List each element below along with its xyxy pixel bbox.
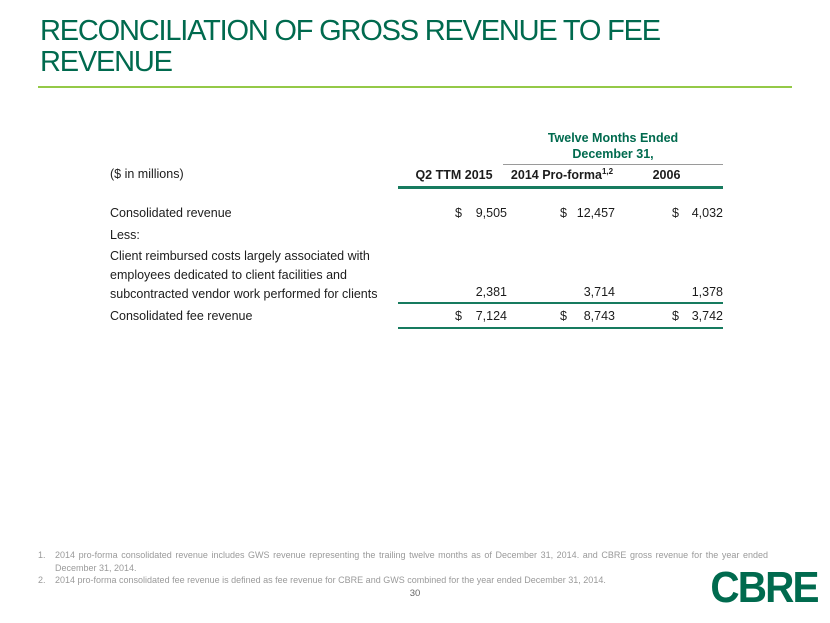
consolidated-revenue-2006-cell: $ 4,032 [672,206,723,220]
row-label-client-reimbursed-costs: Client reimbursed costs largely associat… [110,247,378,304]
table-header-rule [398,186,723,189]
cell-value: 9,505 [475,206,507,220]
currency-symbol: $ [672,206,679,220]
page-title-line-1: RECONCILIATION OF GROSS REVENUE TO FEE [40,15,661,47]
client-reimbursed-2014proforma-cell: 3,714 [560,285,615,299]
client-reimbursed-2006-cell: 1,378 [672,285,723,299]
consolidated-fee-revenue-2006-cell: $ 3,742 [672,309,723,323]
row-label-less: Less: [110,228,140,242]
footnote-1-text: 2014 pro-forma consolidated revenue incl… [55,550,768,573]
cell-value: 2,381 [475,285,507,299]
currency-symbol: $ [560,206,567,220]
cbre-logo: CBRE [710,563,820,612]
cell-value: 7,124 [475,309,507,323]
client-reimbursed-line-2: employees dedicated to client facilities… [110,268,347,282]
row-label-consolidated-revenue: Consolidated revenue [110,206,232,220]
column-header-2006: 2006 [652,168,681,182]
consolidated-fee-revenue-2014proforma-cell: $ 8,743 [560,309,615,323]
footnote-1: 1. 2014 pro-forma consolidated revenue i… [38,549,768,574]
client-reimbursed-q2ttm2015-cell: 2,381 [455,285,507,299]
consolidated-revenue-q2ttm2015-cell: $ 9,505 [455,206,507,220]
group-header-line-2: December 31, [572,147,654,161]
column-header-2014-pro-forma: 2014 Pro-forma1,2 [503,166,621,182]
title-underline-rule [38,86,792,88]
client-reimbursed-line-1: Client reimbursed costs largely associat… [110,249,370,263]
cell-value: 4,032 [691,206,723,220]
footnote-1-number: 1. [38,550,46,560]
group-header-line-1: Twelve Months Ended [547,131,679,145]
consolidated-revenue-2014proforma-cell: $ 12,457 [560,206,615,220]
cell-value: 8,743 [583,309,615,323]
footnote-2: 2. 2014 pro-forma consolidated fee reven… [38,574,768,587]
footnote-reference-superscript: 1,2 [601,166,614,176]
footnote-2-text: 2014 pro-forma consolidated fee revenue … [55,575,606,585]
column-header-q2-ttm-2015: Q2 TTM 2015 [415,168,493,182]
currency-symbol: $ [455,309,462,323]
subtotal-rule [398,302,723,304]
footnote-2-number: 2. [38,575,46,585]
currency-symbol: $ [560,309,567,323]
row-label-consolidated-fee-revenue: Consolidated fee revenue [110,309,253,323]
group-header-rule [503,164,723,165]
cell-value: 12,457 [576,206,615,220]
cell-value: 1,378 [691,285,723,299]
column-header-2014-pro-forma-text: 2014 Pro-forma [510,168,602,182]
units-label: ($ in millions) [110,167,184,181]
consolidated-fee-revenue-q2ttm2015-cell: $ 7,124 [455,309,507,323]
currency-symbol: $ [455,206,462,220]
page-title-line-2: REVENUE [40,46,173,78]
cell-value: 3,742 [691,309,723,323]
client-reimbursed-line-3: subcontracted vendor work performed for … [110,287,378,301]
currency-symbol: $ [672,309,679,323]
page-title: RECONCILIATION OF GROSS REVENUE TO FEE R… [40,15,661,78]
column-group-header: Twelve Months Ended December 31, [503,130,723,162]
total-rule [398,327,723,329]
page-number: 30 [409,588,421,599]
cell-value: 3,714 [583,285,615,299]
footnotes: 1. 2014 pro-forma consolidated revenue i… [38,549,768,587]
